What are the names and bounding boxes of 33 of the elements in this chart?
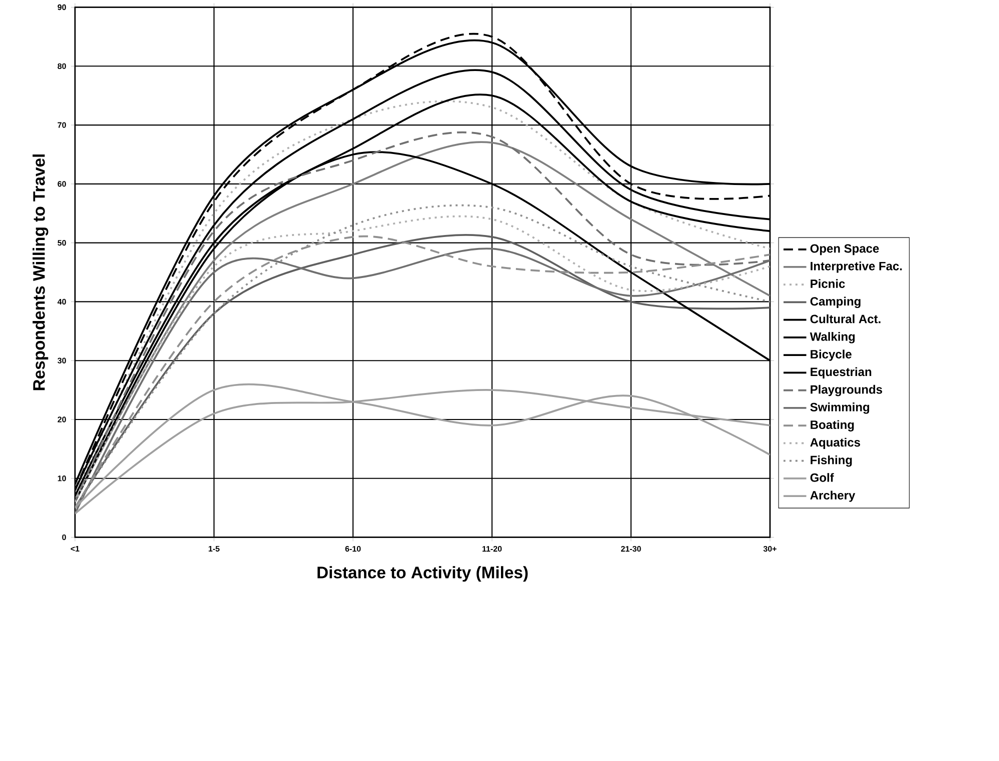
- x-axis-title: Distance to Activity (Miles): [318, 566, 528, 582]
- y-tick-label: 40: [58, 298, 66, 304]
- legend-label: Aquatics: [810, 438, 860, 449]
- legend-label: Fishing: [810, 455, 852, 467]
- legend-label: Boating: [810, 420, 854, 432]
- y-tick-label: 70: [58, 122, 66, 128]
- legend-label: Interpretive Fac.: [810, 261, 902, 273]
- legend-label: Cultural Act.: [810, 314, 880, 324]
- y-tick-label: 50: [58, 240, 66, 246]
- legend-label: Walking: [810, 332, 855, 344]
- y-tick-label: 10: [58, 475, 66, 482]
- x-tick-label: 6-10: [345, 546, 361, 552]
- x-tick-label: 1-5: [208, 546, 220, 552]
- x-tick-label: 21-30: [621, 546, 641, 552]
- legend-label: Open Space: [810, 244, 879, 255]
- legend-label: Bicycle: [810, 350, 852, 361]
- legend-label: Swimming: [810, 402, 870, 414]
- y-tick-label: 30: [58, 358, 66, 364]
- legend-label: Playgrounds: [810, 384, 882, 396]
- legend-label: Camping: [810, 296, 860, 308]
- y-tick-label: 20: [58, 416, 66, 422]
- legend-label: Picnic: [810, 279, 845, 288]
- legend-label: Golf: [810, 472, 834, 482]
- legend-label: Archery: [810, 490, 856, 502]
- y-tick-label: 60: [58, 180, 66, 187]
- y-axis-title: Respondents Willing to Travel: [32, 154, 48, 390]
- legend-label: Equestrian: [810, 367, 872, 378]
- x-tick-label: 30+: [763, 546, 776, 552]
- y-tick-label: 90: [58, 4, 66, 10]
- y-tick-label: 80: [58, 63, 66, 69]
- x-tick-label: 11-20: [482, 546, 502, 552]
- x-tick-label: <1: [70, 546, 80, 552]
- y-tick-label: 0: [62, 534, 66, 540]
